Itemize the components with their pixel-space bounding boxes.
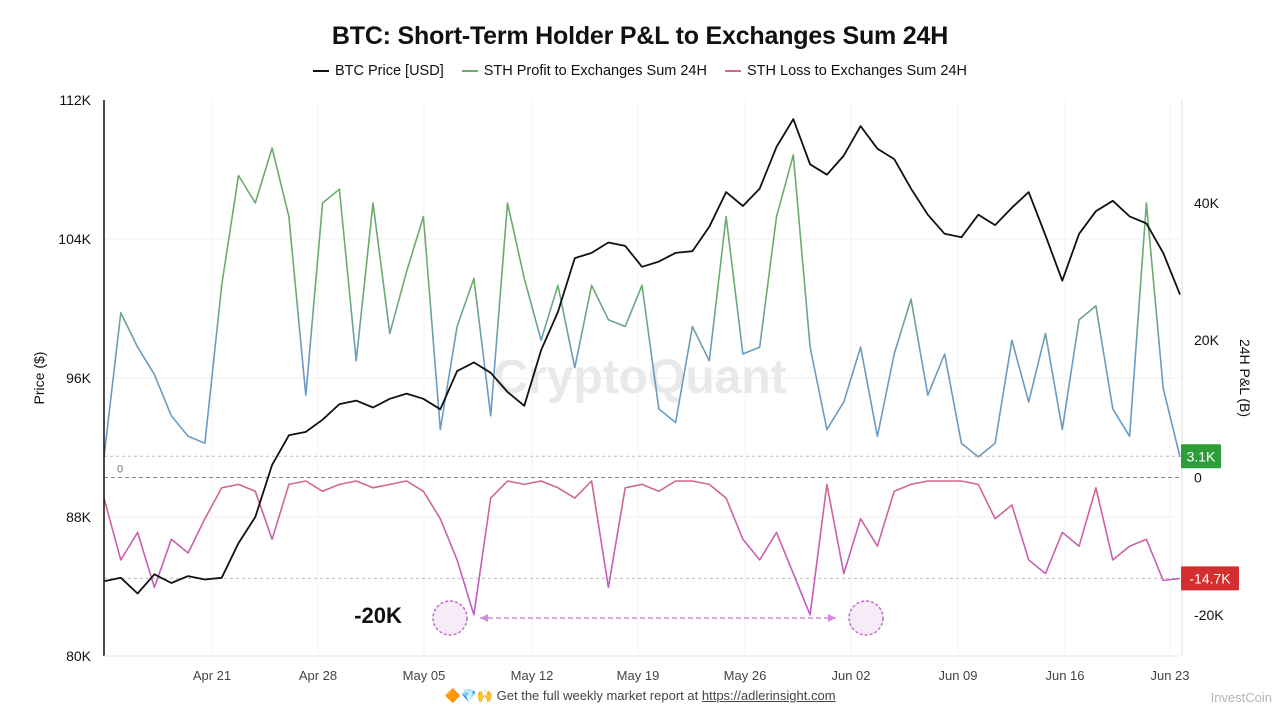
- annotation-arrowhead: [828, 614, 836, 622]
- legend-item-profit[interactable]: STH Profit to Exchanges Sum 24H: [461, 63, 707, 79]
- value-badge-label: -14.7K: [1189, 570, 1231, 586]
- annotations: -20K: [354, 600, 884, 636]
- left-axis-title: Price ($): [31, 352, 47, 405]
- x-tick-label: May 12: [511, 668, 554, 683]
- legend-swatch-price: [312, 70, 329, 72]
- annotation-circle: [848, 600, 884, 636]
- legend-swatch-loss: [724, 70, 741, 72]
- chart-watermark: CryptoQuant: [493, 351, 786, 404]
- right-axis-title: 24H P&L (B): [1237, 339, 1253, 417]
- footer-text: Get the full weekly market report at: [496, 688, 699, 703]
- value-badge-label: 3.1K: [1187, 448, 1216, 464]
- price-line: [103, 118, 1181, 595]
- legend-item-price[interactable]: BTC Price [USD]: [312, 63, 444, 79]
- left-tick-label: 88K: [66, 509, 92, 525]
- legend-label-price: BTC Price [USD]: [334, 63, 444, 79]
- legend: BTC Price [USD] STH Profit to Exchanges …: [0, 63, 1280, 79]
- x-tick-label: Jun 02: [831, 668, 870, 683]
- x-tick-label: May 05: [403, 668, 446, 683]
- right-tick-label: 40K: [1194, 195, 1220, 211]
- legend-item-loss[interactable]: STH Loss to Exchanges Sum 24H: [724, 63, 968, 79]
- annotation-label: -20K: [354, 603, 402, 628]
- legend-label-loss: STH Loss to Exchanges Sum 24H: [746, 63, 968, 79]
- value-badge: [1181, 444, 1221, 469]
- loss-line: [103, 480, 1181, 616]
- corner-watermark: InvestCoin: [1210, 690, 1272, 705]
- x-tick-label: Jun 16: [1045, 668, 1084, 683]
- legend-label-profit: STH Profit to Exchanges Sum 24H: [483, 63, 707, 79]
- x-tick-label: Jun 23: [1150, 668, 1189, 683]
- left-tick-label: 112K: [59, 92, 91, 108]
- right-tick-label: 0: [1194, 470, 1202, 486]
- x-tick-label: Jun 09: [938, 668, 977, 683]
- annotation-circle: [432, 600, 468, 636]
- x-tick-label: Apr 28: [299, 668, 337, 683]
- left-tick-label: 80K: [66, 648, 92, 664]
- left-tick-label: 96K: [66, 370, 92, 386]
- footer-link[interactable]: https://adlerinsight.com: [701, 688, 836, 703]
- left-tick-label: 104K: [58, 231, 91, 247]
- value-badge: [1181, 566, 1239, 591]
- value-badges: 3.1K -14.7K: [1181, 444, 1239, 591]
- legend-swatch-profit: [461, 70, 478, 72]
- footer-emoji: 🔶💎🙌: [444, 688, 494, 703]
- cryptoquant-watermark: CryptoQuant: [493, 351, 786, 404]
- axes: 112K 104K 96K 88K 80K 40K 20K 0 -20K Apr 21 Apr 28…: [31, 92, 1253, 683]
- right-tick-label: 20K: [1194, 332, 1220, 348]
- x-tick-label: Apr 21: [193, 668, 231, 683]
- zero-label: 0: [117, 464, 123, 476]
- x-tick-label: May 19: [617, 668, 660, 683]
- x-tick-label: May 26: [724, 668, 767, 683]
- series-layer: [103, 118, 1181, 616]
- zero-line-layer: 0: [104, 455, 1180, 579]
- profit-line: [103, 147, 1181, 458]
- annotation-arrowhead: [480, 614, 488, 622]
- footer: 🔶💎🙌 Get the full weekly market report at…: [0, 688, 1280, 704]
- chart-title: BTC: Short-Term Holder P&L to Exchanges …: [331, 22, 949, 50]
- right-tick-label: -20K: [1194, 607, 1224, 623]
